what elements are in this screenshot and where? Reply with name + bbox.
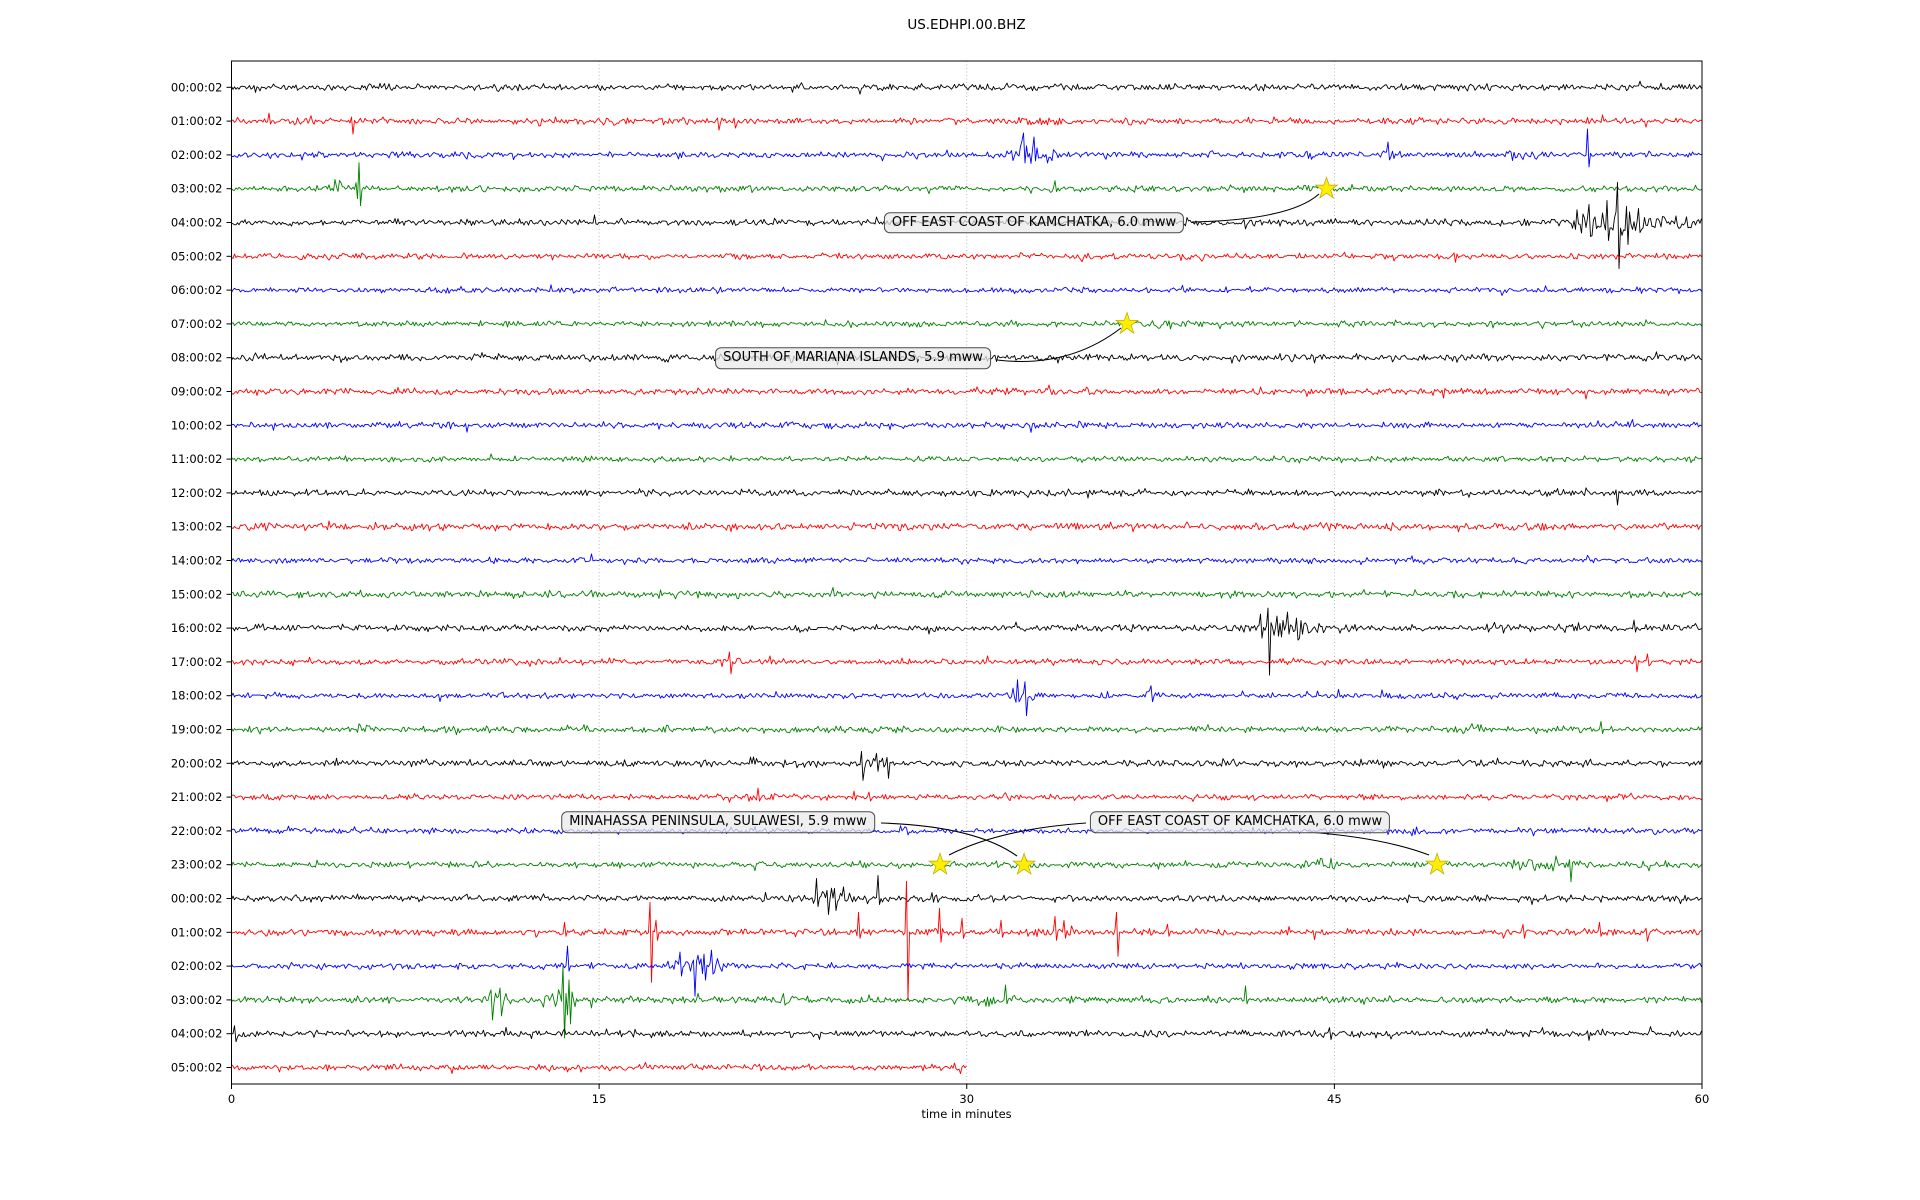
y-axis-label: 21:00:02 <box>171 790 223 804</box>
annotation-leader-2 <box>880 822 1018 857</box>
trace-row-22 <box>231 825 1702 837</box>
y-axis-ticks: 00:00:02 01:00:02 02:00:02 03:00:02 04:00:02… <box>171 80 232 1075</box>
trace-row-25 <box>231 880 1702 1001</box>
y-axis-label: 03:00:02 <box>171 182 223 196</box>
event-annotation-1: SOUTH OF MARIANA ISLANDS, 5.9 mww <box>715 347 991 369</box>
y-axis-label: 08:00:02 <box>171 351 223 365</box>
y-axis-label: 03:00:02 <box>171 993 223 1007</box>
trace-row-26 <box>231 945 1702 997</box>
trace-row-3 <box>231 162 1702 207</box>
y-axis-label: 05:00:02 <box>171 1061 223 1075</box>
trace-row-20 <box>231 750 1702 781</box>
y-axis-label: 00:00:02 <box>171 892 223 906</box>
gridlines <box>598 61 1335 1084</box>
trace-row-12 <box>231 487 1702 506</box>
annotation-leader-1 <box>996 327 1122 362</box>
trace-row-16 <box>231 607 1702 676</box>
x-axis-label: 30 <box>959 1092 974 1106</box>
trace-row-14 <box>231 553 1702 566</box>
y-axis-label: 22:00:02 <box>171 824 223 838</box>
y-axis-label: 06:00:02 <box>171 283 223 297</box>
event-star <box>1012 852 1037 875</box>
trace-row-27 <box>231 965 1702 1039</box>
annotation-leader-3 <box>948 822 1430 856</box>
x-axis-ticks: 0 15 30 45 60 <box>228 1084 1709 1106</box>
y-axis-label: 11:00:02 <box>171 452 223 466</box>
trace-row-0 <box>231 80 1702 95</box>
event-star <box>1314 176 1339 199</box>
trace-row-21 <box>231 787 1702 803</box>
annotation-leader-lines <box>880 193 1430 857</box>
event-star <box>1425 852 1450 875</box>
x-axis-label: 60 <box>1695 1092 1710 1106</box>
trace-row-11 <box>231 453 1702 464</box>
y-axis-label: 12:00:02 <box>171 486 223 500</box>
event-star <box>928 852 953 875</box>
trace-row-7 <box>231 319 1702 330</box>
trace-row-15 <box>231 586 1702 600</box>
y-axis-label: 05:00:02 <box>171 249 223 263</box>
y-axis-label: 13:00:02 <box>171 520 223 534</box>
y-axis-label: 02:00:02 <box>171 959 223 973</box>
trace-row-5 <box>231 251 1702 263</box>
y-axis-label: 02:00:02 <box>171 148 223 162</box>
y-axis-label: 10:00:02 <box>171 418 223 432</box>
trace-row-9 <box>231 384 1702 400</box>
plot-title: US.EDHPI.00.BHZ <box>907 17 1026 33</box>
x-axis-label: 15 <box>592 1092 607 1106</box>
y-axis-label: 04:00:02 <box>171 1027 223 1041</box>
event-stars <box>928 176 1450 875</box>
event-star <box>1115 311 1140 335</box>
y-axis-label: 15:00:02 <box>171 587 223 601</box>
trace-row-2 <box>231 128 1702 168</box>
x-axis-label: 45 <box>1327 1092 1342 1106</box>
y-axis-label: 16:00:02 <box>171 621 223 635</box>
trace-row-24 <box>231 875 1702 915</box>
y-axis-label: 01:00:02 <box>171 114 223 128</box>
y-axis-label: 09:00:02 <box>171 385 223 399</box>
y-axis-label: 07:00:02 <box>171 317 223 331</box>
y-axis-label: 20:00:02 <box>171 756 223 770</box>
y-axis-label: 19:00:02 <box>171 723 223 737</box>
trace-row-1 <box>231 112 1702 135</box>
y-axis-label: 17:00:02 <box>171 655 223 669</box>
y-axis-label: 23:00:02 <box>171 858 223 872</box>
x-axis-title: time in minutes <box>921 1107 1011 1121</box>
trace-row-10 <box>231 419 1702 433</box>
trace-row-18 <box>231 679 1702 717</box>
trace-row-13 <box>231 520 1702 533</box>
trace-row-23 <box>231 855 1702 883</box>
event-annotation-3: OFF EAST COAST OF KAMCHATKA, 6.0 mww <box>1089 811 1391 833</box>
trace-row-28 <box>231 1025 1702 1043</box>
trace-row-6 <box>231 284 1702 296</box>
trace-row-19 <box>231 721 1702 736</box>
event-annotation-2: MINAHASSA PENINSULA, SULAWESI, 5.9 mww <box>561 811 875 833</box>
x-axis-label: 0 <box>228 1092 235 1106</box>
y-axis-label: 18:00:02 <box>171 689 223 703</box>
event-annotation-0: OFF EAST COAST OF KAMCHATKA, 6.0 mww <box>883 211 1185 234</box>
y-axis-label: 04:00:02 <box>171 216 223 230</box>
y-axis-label: 00:00:02 <box>171 80 223 94</box>
y-axis-label: 14:00:02 <box>171 554 223 568</box>
y-axis-label: 01:00:02 <box>171 925 223 939</box>
trace-row-29 <box>231 1061 967 1075</box>
trace-row-17 <box>231 651 1702 675</box>
annotation-leader-0 <box>1191 193 1320 223</box>
